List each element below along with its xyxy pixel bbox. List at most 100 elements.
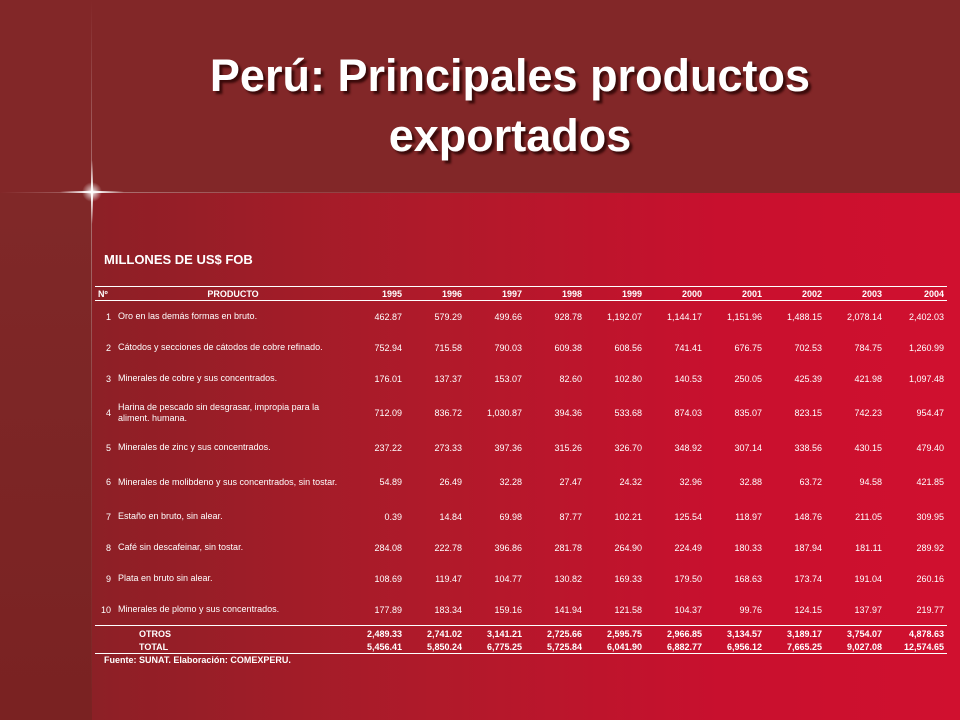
- value-cell: 742.23: [854, 408, 882, 418]
- value-cell: 790.03: [494, 342, 522, 353]
- value-cell: 108.69: [374, 573, 402, 584]
- value-cell: 130.82: [554, 573, 582, 584]
- product-name: Minerales de cobre y sus concentrados.: [118, 373, 278, 383]
- header-year: 1997: [465, 286, 525, 301]
- value-cell: 533.68: [614, 408, 642, 418]
- value-cell: 823.15: [794, 408, 822, 418]
- value-cell: 835.07: [734, 408, 762, 418]
- value-cell: 32.88: [739, 477, 762, 487]
- row-number: 3: [105, 373, 111, 384]
- value-cell: 479.40: [916, 442, 944, 453]
- value-cell: 24.32: [619, 477, 642, 487]
- value-cell: 177.89: [374, 604, 402, 615]
- value-cell: 102.80: [614, 373, 642, 384]
- table-header-row: Nº PRODUCTO 1995 1996 1997 1998 1999 2000 2001 20…: [95, 286, 947, 301]
- value-cell: 2,402.03: [908, 311, 944, 322]
- value-cell: 32.96: [679, 477, 702, 487]
- value-cell: 14.84: [439, 511, 462, 522]
- total-row-label: TOTAL: [115, 640, 351, 654]
- product-name: Plata en bruto sin alear.: [118, 573, 213, 583]
- empty-cell: [95, 625, 115, 640]
- horizontal-rule: [0, 192, 960, 193]
- value-cell: 181.11: [855, 542, 882, 553]
- value-cell: 702.53: [794, 342, 822, 353]
- value-cell: 176.01: [374, 373, 402, 384]
- value-cell: 137.37: [434, 373, 462, 384]
- slide-title: Perú: Principales productos exportados: [95, 46, 925, 166]
- value-cell: 0.39: [384, 511, 402, 522]
- table-row: 1 Oro en las demás formas en bruto. 462.87…: [95, 301, 947, 333]
- value-cell: 421.85: [916, 477, 944, 487]
- header-product: PRODUCTO: [115, 286, 351, 301]
- value-cell: 137.97: [854, 604, 882, 615]
- value-cell: 179.50: [674, 573, 702, 584]
- value-cell: 180.33: [734, 542, 762, 553]
- table-row: 9 Plata en bruto sin alear. 108.69 119.47 10…: [95, 563, 947, 594]
- total-row: TOTAL 5,456.41 5,850.24 6,775.25 5,725.84 6,0…: [95, 640, 947, 654]
- value-cell: 3,134.57: [705, 625, 765, 640]
- value-cell: 260.16: [916, 573, 944, 584]
- value-cell: 836.72: [434, 408, 462, 418]
- value-cell: 63.72: [799, 477, 822, 487]
- header-year: 2001: [705, 286, 765, 301]
- value-cell: 309.95: [916, 511, 944, 522]
- header-year: 1999: [585, 286, 645, 301]
- product-name: Cátodos y secciones de cátodos de cobre …: [118, 342, 323, 352]
- value-cell: 118.97: [735, 511, 762, 522]
- value-cell: 54.89: [379, 477, 402, 487]
- value-cell: 69.98: [499, 511, 522, 522]
- value-cell: 676.75: [734, 342, 762, 353]
- value-cell: 784.75: [854, 342, 882, 353]
- value-cell: 2,966.85: [645, 625, 705, 640]
- value-cell: 2,741.02: [405, 625, 465, 640]
- units-subtitle: MILLONES DE US$ FOB: [104, 252, 253, 267]
- value-cell: 94.58: [859, 477, 882, 487]
- value-cell: 5,456.41: [351, 640, 405, 654]
- value-cell: 394.36: [554, 408, 582, 418]
- value-cell: 104.77: [494, 573, 522, 584]
- value-cell: 1,260.99: [908, 342, 944, 353]
- value-cell: 338.56: [794, 442, 822, 453]
- value-cell: 27.47: [559, 477, 582, 487]
- product-name: Minerales de plomo y sus concentrados.: [118, 604, 280, 614]
- value-cell: 284.08: [374, 542, 402, 553]
- value-cell: 2,725.66: [525, 625, 585, 640]
- table-row: 8 Café sin descafeinar, sin tostar. 284.08…: [95, 532, 947, 563]
- value-cell: 141.94: [554, 604, 582, 615]
- value-cell: 6,775.25: [465, 640, 525, 654]
- value-cell: 3,754.07: [825, 625, 885, 640]
- value-cell: 119.47: [435, 573, 462, 584]
- value-cell: 237.22: [374, 442, 402, 453]
- value-cell: 579.29: [434, 311, 462, 322]
- value-cell: 326.70: [614, 442, 642, 453]
- value-cell: 281.78: [554, 542, 582, 553]
- value-cell: 715.58: [434, 342, 462, 353]
- empty-cell: [95, 640, 115, 654]
- product-name: Minerales de molibdeno y sus concentrado…: [118, 476, 338, 487]
- header-year: 2003: [825, 286, 885, 301]
- title-line-1: Perú: Principales productos: [209, 50, 811, 101]
- value-cell: 224.49: [674, 542, 702, 553]
- row-number: 1: [105, 311, 111, 322]
- value-cell: 1,030.87: [486, 408, 522, 418]
- value-cell: 125.54: [674, 511, 702, 522]
- header-year: 2002: [765, 286, 825, 301]
- value-cell: 1,144.17: [666, 311, 702, 322]
- value-cell: 462.87: [374, 311, 402, 322]
- value-cell: 1,488.15: [786, 311, 822, 322]
- value-cell: 2,489.33: [351, 625, 405, 640]
- table-row: 3 Minerales de cobre y sus concentrados. 1…: [95, 363, 947, 394]
- row-number: 8: [105, 542, 111, 553]
- value-cell: 140.53: [674, 373, 702, 384]
- value-cell: 82.60: [559, 373, 582, 384]
- value-cell: 6,041.90: [585, 640, 645, 654]
- value-cell: 9,027.08: [825, 640, 885, 654]
- value-cell: 1,192.07: [606, 311, 642, 322]
- title-band: [0, 0, 960, 193]
- value-cell: 289.92: [916, 542, 944, 553]
- sparkle-icon: [60, 160, 124, 224]
- value-cell: 183.34: [434, 604, 462, 615]
- value-cell: 273.33: [434, 442, 462, 453]
- value-cell: 609.38: [554, 342, 582, 353]
- header-year: 2000: [645, 286, 705, 301]
